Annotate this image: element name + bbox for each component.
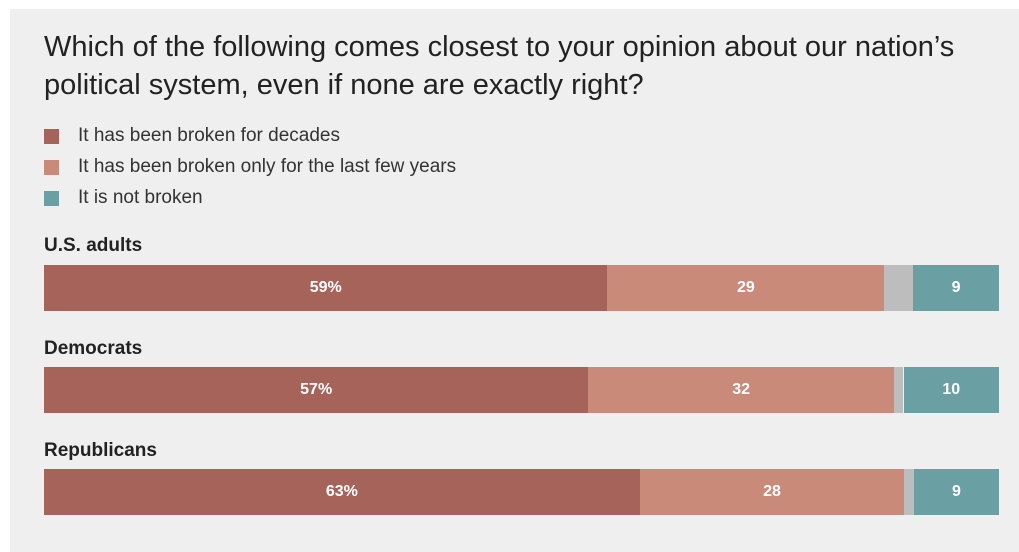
- bar-republicans-no-answer: [904, 469, 914, 515]
- bar-republicans-broken-for-decades: [44, 469, 640, 515]
- bar-us-adults-no-answer: [884, 265, 914, 311]
- legend-item-broken-last-few-years: It has been broken only for the last few…: [44, 155, 604, 179]
- data-label-us-adults-broken-last-few-years: 29: [737, 279, 755, 296]
- legend-label-not-broken: It is not broken: [78, 187, 203, 208]
- data-label-democrats-not-broken: 10: [942, 381, 961, 398]
- data-label-republicans-not-broken: 9: [951, 483, 961, 500]
- bar-democrats-broken-for-decades: [44, 367, 589, 413]
- data-label-us-adults-not-broken: 9: [951, 279, 961, 296]
- data-label-republicans-broken-for-decades: 63%: [325, 483, 358, 500]
- data-label-democrats-broken-for-decades: 57%: [300, 381, 333, 398]
- bar-row-republicans: 63% 28 9: [44, 469, 999, 515]
- category-label-us-adults: U.S. adults: [44, 235, 143, 256]
- bar-republicans-not-broken: [913, 469, 999, 515]
- legend-label-broken-for-decades: It has been broken for decades: [78, 125, 340, 146]
- legend-swatch-broken-for-decades: [44, 129, 59, 144]
- data-label-republicans-broken-last-few-years: 28: [763, 483, 781, 500]
- legend-swatch-broken-last-few-years: [44, 160, 59, 175]
- bar-us-adults-broken-last-few-years: [607, 265, 885, 311]
- bar-us-adults-broken-for-decades: [44, 265, 608, 311]
- bar-republicans-broken-last-few-years: [639, 469, 905, 515]
- data-label-us-adults-broken-for-decades: 59%: [309, 279, 342, 296]
- bar-democrats-broken-last-few-years: [588, 367, 894, 413]
- legend-item-not-broken: It is not broken: [44, 186, 604, 210]
- data-label-democrats-broken-last-few-years: 32: [732, 381, 751, 398]
- bar-democrats-no-answer: [893, 367, 904, 413]
- bar-democrats-not-broken: [903, 367, 999, 413]
- legend-label-broken-last-few-years: It has been broken only for the last few…: [78, 156, 457, 177]
- category-label-democrats: Democrats: [44, 338, 143, 359]
- legend-swatch-not-broken: [44, 191, 59, 206]
- bar-us-adults-not-broken: [913, 265, 999, 311]
- legend-item-broken-for-decades: It has been broken for decades: [44, 124, 604, 148]
- chart-title: Which of the following comes closest to …: [44, 31, 955, 101]
- bar-row-us-adults: 59% 29 9: [44, 265, 999, 311]
- category-label-republicans: Republicans: [44, 440, 157, 461]
- bar-row-democrats: 57% 32 10: [44, 367, 999, 413]
